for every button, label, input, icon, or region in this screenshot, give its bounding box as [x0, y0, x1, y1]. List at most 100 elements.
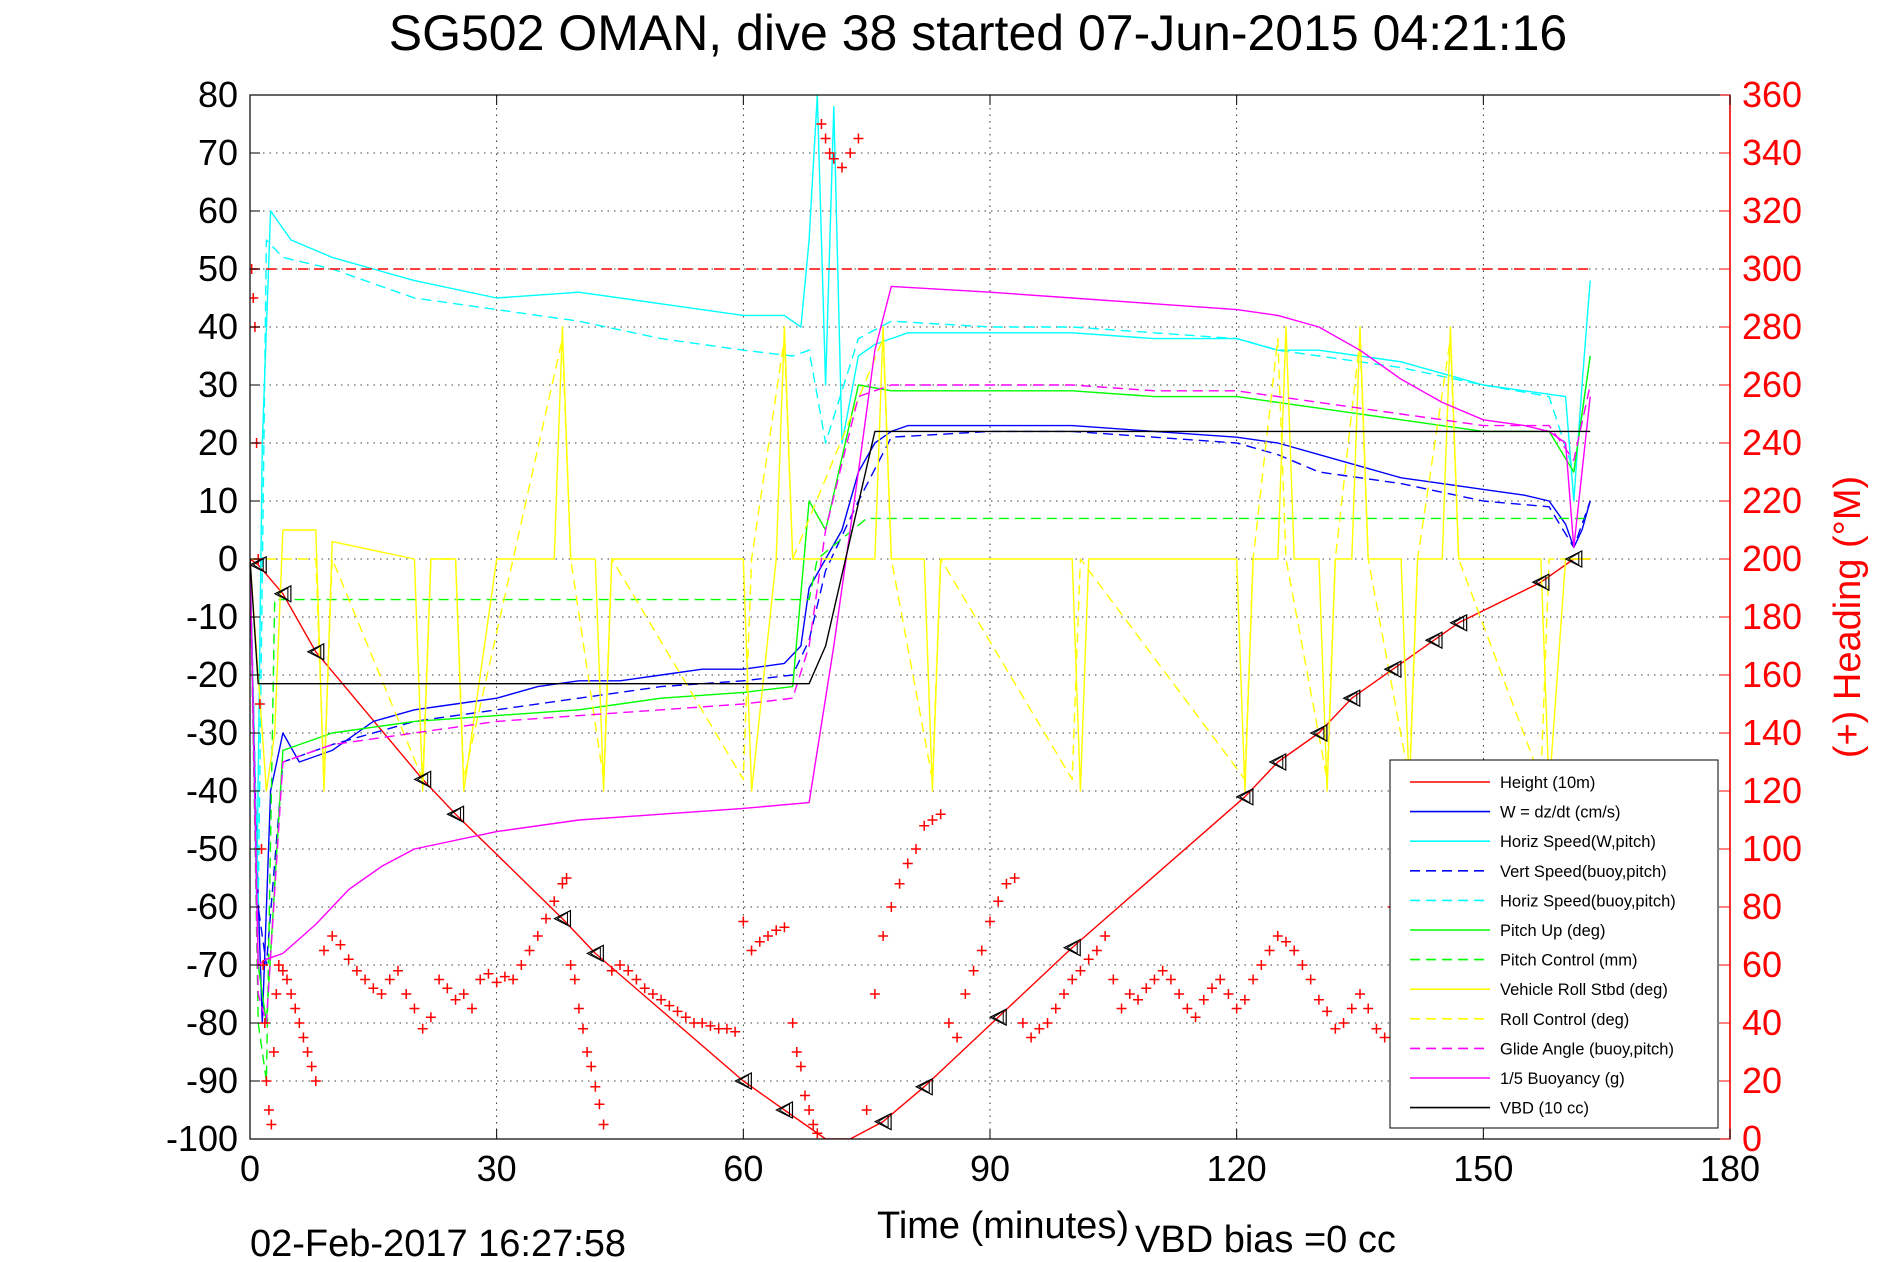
heading-points — [250, 119, 1596, 1139]
heading-point — [1248, 974, 1259, 985]
legend-label-roll: Vehicle Roll Stbd (deg) — [1500, 981, 1668, 999]
heading-point — [1256, 960, 1267, 970]
heading-point — [277, 965, 288, 976]
triangle-markers — [250, 550, 1583, 1131]
series-buoy — [250, 285, 1591, 966]
series-pitch — [250, 355, 1591, 1024]
heading-point — [475, 974, 486, 985]
heading-point — [1157, 965, 1168, 976]
heading-point — [401, 989, 412, 999]
y2-tick-label-7: 220 — [1742, 480, 1802, 521]
legend-label-roll_ctrl: Roll Control (deg) — [1500, 1011, 1629, 1029]
heading-point — [327, 931, 338, 941]
heading-point — [1182, 1003, 1193, 1014]
series-vbd — [250, 430, 1591, 685]
triangle-marker — [585, 944, 604, 963]
triangle-marker-inner — [1534, 575, 1547, 590]
heading-point — [376, 989, 387, 999]
heading-point — [943, 1018, 954, 1028]
triangle-marker — [988, 1008, 1007, 1027]
heading-point — [1141, 983, 1152, 994]
y-tick-label-5: 30 — [198, 364, 238, 405]
heading-point — [812, 1128, 823, 1139]
heading-point — [1223, 989, 1234, 999]
y2-tick-label-6: 240 — [1742, 422, 1802, 463]
heading-point — [1231, 1003, 1242, 1014]
heading-point — [298, 1032, 309, 1043]
heading-point — [1108, 974, 1119, 985]
heading-point — [384, 974, 395, 985]
heading-point — [268, 1047, 279, 1057]
heading-point — [746, 945, 757, 956]
heading-point — [853, 133, 864, 144]
footer-vbd-bias: VBD bias =0 cc — [1135, 1219, 1396, 1261]
series-pitch_ctrl — [250, 517, 1591, 1082]
heading-point — [263, 1105, 274, 1115]
heading-point — [483, 968, 494, 979]
triangle-marker — [1342, 689, 1361, 708]
y-tick-label-7: 10 — [198, 480, 238, 521]
triangle-marker — [273, 584, 292, 603]
triangle-marker-inner — [1428, 633, 1440, 648]
heading-point — [1207, 983, 1217, 994]
x-axis: 0 30 60 90 120 150 180 — [240, 95, 1760, 1189]
chart-title: SG502 OMAN, dive 38 started 07-Jun-2015 … — [389, 5, 1568, 61]
heading-point — [647, 989, 658, 999]
heading-point — [1239, 994, 1250, 1005]
heading-point — [273, 960, 284, 970]
triangle-marker — [1383, 660, 1402, 679]
heading-point — [250, 293, 259, 303]
heading-point — [1330, 1023, 1341, 1034]
heading-point — [1017, 1018, 1028, 1028]
y2-tick-label-10: 160 — [1742, 654, 1802, 695]
heading-point — [508, 974, 519, 985]
heading-point — [1133, 994, 1143, 1005]
heading-point — [306, 1061, 317, 1072]
heading-point — [1322, 1006, 1333, 1017]
heading-point — [1346, 1003, 1357, 1014]
heading-point — [266, 1119, 277, 1130]
heading-point — [763, 931, 773, 941]
triangle-marker-inner — [778, 1103, 790, 1117]
heading-point — [569, 974, 580, 985]
heading-point — [524, 945, 535, 956]
triangle-marker — [1062, 938, 1081, 957]
heading-point — [779, 922, 790, 933]
y2-tick-label-11: 140 — [1742, 712, 1802, 753]
triangle-marker-inner — [918, 1079, 930, 1094]
triangle-marker-inner — [252, 557, 264, 572]
triangle-marker-inner — [589, 946, 601, 961]
series-horiz — [250, 95, 1591, 908]
heading-point — [952, 1032, 963, 1043]
series-vert_buoy — [250, 430, 1591, 966]
heading-point — [1067, 974, 1078, 985]
heading-point — [1001, 878, 1012, 889]
y2-tick-label-3: 300 — [1742, 248, 1802, 289]
heading-point — [623, 965, 634, 976]
heading-point — [532, 931, 543, 941]
heading-point — [631, 974, 642, 985]
legend-label-horiz: Horiz Speed(W,pitch) — [1500, 833, 1656, 851]
heading-point — [800, 1090, 810, 1101]
triangle-marker-inner — [1386, 662, 1399, 677]
y-tick-label-1: 70 — [198, 132, 238, 173]
triangle-marker — [1424, 631, 1443, 650]
y2-tick-label-13: 100 — [1742, 828, 1802, 869]
y2-axis-label: (+) Heading (°M) — [1827, 476, 1869, 758]
heading-point — [360, 974, 371, 985]
heading-point — [442, 983, 453, 994]
heading-point — [467, 1003, 477, 1014]
y2-tick-label-8: 200 — [1742, 538, 1802, 579]
y2-tick-label-17: 20 — [1742, 1060, 1782, 1101]
heading-point — [434, 974, 445, 985]
legend: Height (10m) W = dz/dt (cm/s) Horiz Speed(… — [1389, 759, 1719, 1129]
heading-point — [594, 1099, 605, 1110]
triangle-marker-inner — [1066, 940, 1078, 955]
heading-point — [1165, 974, 1176, 985]
heading-point — [791, 1047, 802, 1057]
heading-point — [1297, 960, 1308, 970]
heading-point — [1026, 1032, 1037, 1043]
heading-point — [968, 965, 979, 976]
heading-point — [697, 1018, 708, 1028]
